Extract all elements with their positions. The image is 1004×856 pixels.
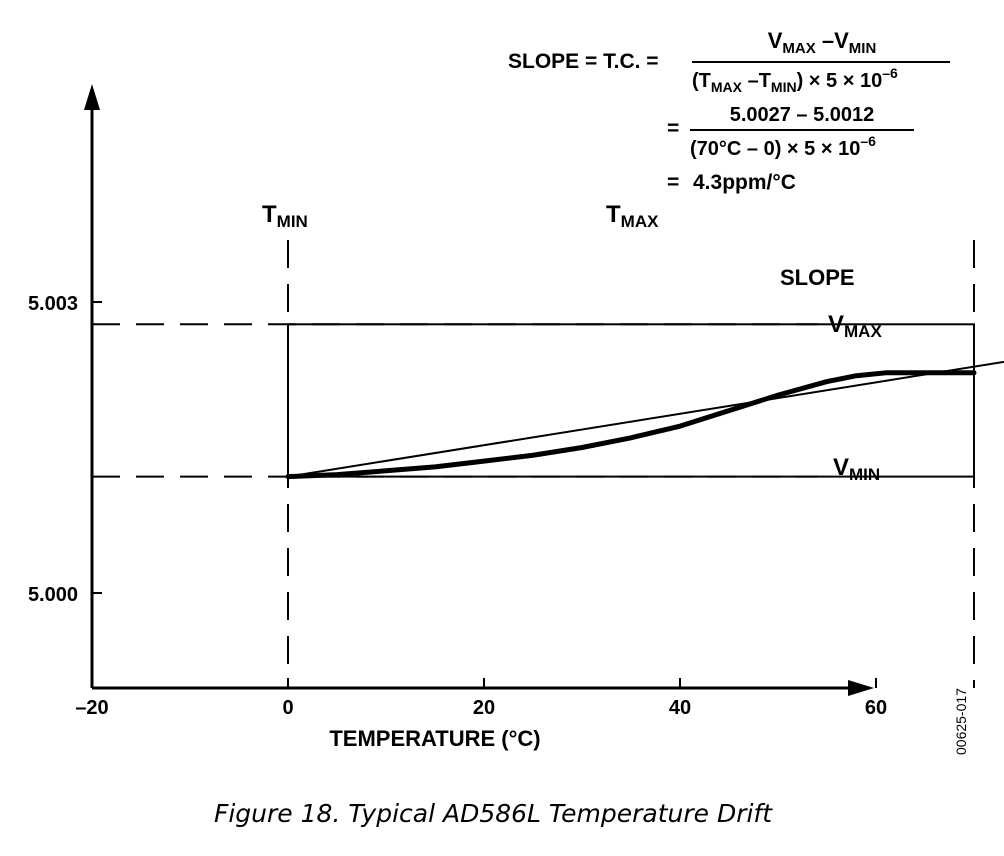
- x-axis-arrow: [848, 680, 874, 696]
- tmin-tmax-box: [287, 323, 975, 478]
- x-tick-label: 20: [473, 697, 495, 719]
- formula-den-1: (TMAX –TMIN) × 5 × 10–6: [692, 65, 898, 95]
- figure-caption: Figure 18. Typical AD586L Temperature Dr…: [214, 799, 773, 828]
- y-ticks: 5.000 5.003: [28, 293, 102, 606]
- slope-formula: SLOPE = T.C. = VMAX –VMIN (TMAX –TMIN) ×…: [508, 28, 950, 194]
- series-layer: [285, 360, 1004, 480]
- x-tick-label: 0: [282, 697, 293, 719]
- x-axis-label: TEMPERATURE (°C): [329, 726, 540, 751]
- formula-eq-3: =: [667, 171, 679, 194]
- x-tick-label: 40: [669, 697, 691, 719]
- x-ticks: –20020406080: [75, 678, 887, 719]
- v-min-label: VMIN: [833, 454, 880, 484]
- x-tick-label: 60: [865, 697, 887, 719]
- formula-result: 4.3ppm/°C: [693, 171, 796, 194]
- y-axis-arrow: [84, 84, 100, 110]
- formula-num-2: 5.0027 – 5.0012: [730, 104, 875, 126]
- t-min-label: TMIN: [262, 201, 308, 231]
- y-tick-label: 5.000: [28, 584, 78, 606]
- v-max-label: VMAX: [828, 311, 882, 341]
- figure-id: 00625-017: [953, 688, 969, 755]
- x-tick-label: –20: [75, 697, 108, 719]
- formula-num-1: VMAX –VMIN: [768, 28, 877, 57]
- formula-eq-2: =: [667, 117, 679, 140]
- y-tick-label: 5.003: [28, 293, 78, 315]
- t-max-label: TMAX: [606, 201, 659, 231]
- formula-lhs: SLOPE = T.C. =: [508, 50, 659, 73]
- slope-line: [287, 360, 1004, 478]
- formula-den-2: (70°C – 0) × 5 × 10–6: [690, 133, 876, 160]
- slope-label: SLOPE: [780, 265, 855, 290]
- drift-curve: [285, 370, 977, 480]
